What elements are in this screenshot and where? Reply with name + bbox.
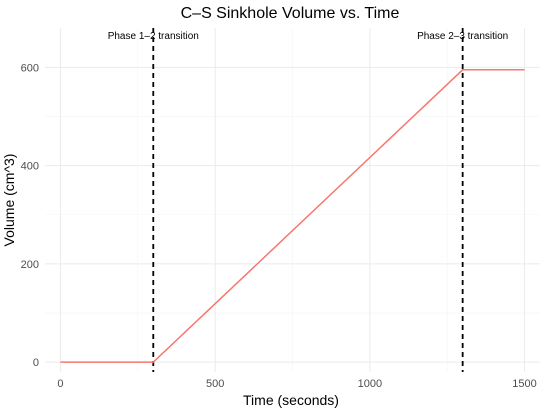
series [60, 69, 525, 363]
y-tick-label: 400 [21, 161, 39, 173]
chart-title: C–S Sinkhole Volume vs. Time [181, 5, 400, 22]
x-tick-label: 500 [206, 378, 224, 390]
grid [45, 28, 540, 372]
transition-lines [152, 28, 464, 372]
annotations: Phase 1–2 transition Phase 2–3 transition [108, 31, 509, 42]
transition-label: Phase 2–3 transition [417, 31, 508, 42]
y-tick-label: 0 [33, 357, 39, 369]
volume-line [60, 69, 525, 363]
x-tick-label: 1000 [358, 378, 382, 390]
transition-label: Phase 1–2 transition [108, 31, 199, 42]
x-tick-label: 1500 [512, 378, 536, 390]
x-axis-title: Time (seconds) [243, 392, 339, 408]
tick-labels: 0 500 1000 1500 0 200 400 600 [21, 62, 537, 390]
x-tick-label: 0 [57, 378, 63, 390]
y-tick-label: 200 [21, 259, 39, 271]
y-tick-label: 600 [21, 62, 39, 74]
y-axis-title: Volume (cm^3) [1, 154, 17, 247]
